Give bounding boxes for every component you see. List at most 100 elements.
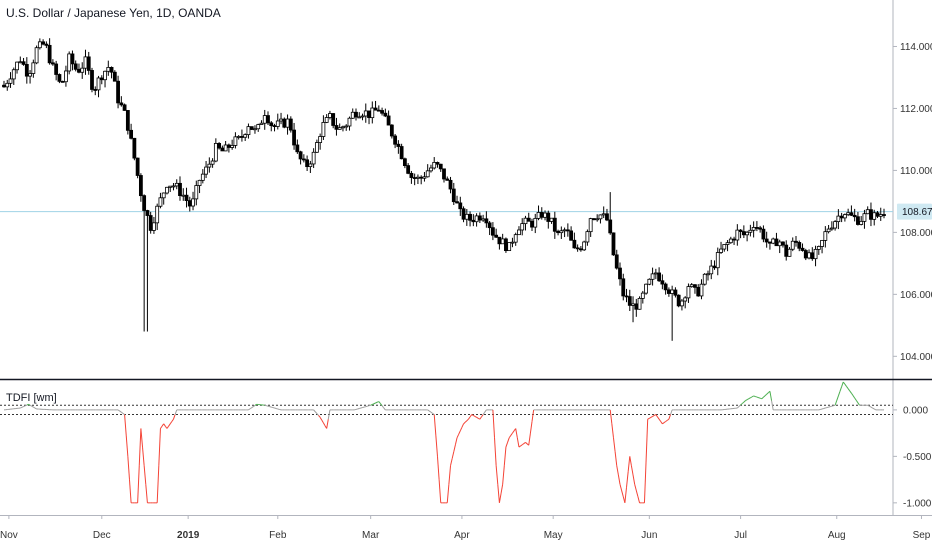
candle: [344, 124, 349, 131]
tdfi-segment: [665, 419, 668, 422]
candle-body: [585, 231, 590, 243]
tdfi-segment: [736, 406, 740, 409]
candle-body: [507, 242, 512, 252]
candle: [305, 155, 310, 172]
candle: [396, 140, 401, 154]
tdfi-segment: [28, 403, 31, 406]
time-tick-label: Jul: [734, 530, 747, 541]
tdfi-segment: [854, 397, 857, 401]
tdfi-segment: [33, 406, 36, 409]
candle-body: [197, 179, 202, 186]
candle: [618, 262, 622, 286]
candle: [243, 133, 248, 141]
candle: [846, 208, 851, 217]
price-tick-label: 108.000: [900, 228, 932, 239]
candle-body: [233, 136, 238, 146]
candle: [314, 139, 319, 153]
tdfi-segment: [525, 442, 528, 445]
tdfi-segment: [31, 405, 34, 408]
candle: [820, 239, 824, 254]
candle-body: [305, 159, 310, 168]
candle-body: [2, 84, 6, 88]
candle-body: [781, 241, 785, 246]
indicator-title: TDFI [wm]: [6, 392, 57, 404]
candle: [533, 213, 538, 234]
candle: [670, 285, 675, 341]
candle: [689, 283, 694, 288]
candle: [116, 75, 120, 109]
tdfi-segment: [872, 407, 875, 410]
tdfi-segment: [627, 456, 631, 472]
tdfi-segment: [867, 404, 870, 407]
candle: [709, 259, 714, 280]
candle-body: [448, 179, 453, 190]
tdfi-segment: [451, 451, 455, 459]
tdfi-segment: [466, 418, 469, 422]
tdfi-segment: [375, 401, 378, 404]
candle-body: [435, 162, 440, 165]
candle-body: [236, 136, 241, 138]
candle: [640, 290, 645, 304]
candle-body: [706, 273, 710, 276]
candle-body: [5, 82, 10, 88]
candle-body: [686, 286, 691, 299]
candle: [41, 39, 46, 46]
candle: [432, 157, 437, 170]
chart-title: U.S. Dollar / Japanese Yen, 1D, OANDA: [6, 6, 221, 20]
tdfi-segment: [836, 395, 839, 401]
tdfi-segment: [171, 418, 174, 422]
candle-body: [337, 127, 342, 130]
candle: [507, 242, 512, 252]
candle: [676, 294, 681, 308]
price-tick-label: 104.000: [900, 352, 932, 363]
candle: [429, 164, 433, 173]
candle-body: [797, 242, 802, 249]
tdfi-segment: [637, 496, 641, 503]
candle: [810, 247, 815, 261]
candle: [129, 123, 134, 140]
tdfi-segment: [756, 396, 759, 399]
candle-body: [601, 213, 606, 216]
candle: [647, 278, 652, 286]
candle: [70, 50, 75, 71]
candle: [803, 248, 808, 261]
candle: [611, 232, 616, 256]
candle-body: [487, 222, 492, 229]
candle-body: [810, 252, 815, 260]
tdfi-segment: [473, 415, 476, 417]
candle: [8, 72, 13, 88]
tdfi-segment: [668, 414, 671, 420]
tdfi-segment: [468, 416, 471, 420]
candle-body: [618, 267, 622, 280]
candle-body: [813, 248, 818, 260]
candle-body: [416, 176, 420, 179]
candle-body: [243, 134, 248, 138]
tdfi-segment: [21, 406, 24, 408]
candle-body: [207, 163, 212, 168]
tdfi-segment: [849, 390, 852, 394]
candle: [399, 143, 404, 160]
candle-body: [605, 213, 609, 221]
candle: [367, 110, 371, 125]
candle-body: [836, 215, 841, 223]
candle: [719, 241, 723, 254]
tdfi-segment: [616, 465, 619, 476]
candle: [484, 211, 489, 228]
candle: [842, 213, 847, 222]
candle: [494, 228, 499, 238]
candle-body: [758, 227, 763, 230]
candle: [341, 125, 345, 132]
tdfi-segment: [663, 421, 666, 424]
tdfi-segment: [479, 416, 482, 420]
candle-body: [269, 122, 274, 127]
tdfi-segment: [253, 405, 256, 407]
candle-body: [458, 202, 463, 210]
candle: [370, 101, 375, 124]
candle-body: [354, 111, 358, 118]
tdfi-segment: [476, 416, 479, 419]
tdfi-segment: [741, 401, 745, 404]
candle-body: [360, 115, 365, 118]
candle-body: [314, 142, 319, 153]
tdfi-segment: [380, 403, 383, 407]
